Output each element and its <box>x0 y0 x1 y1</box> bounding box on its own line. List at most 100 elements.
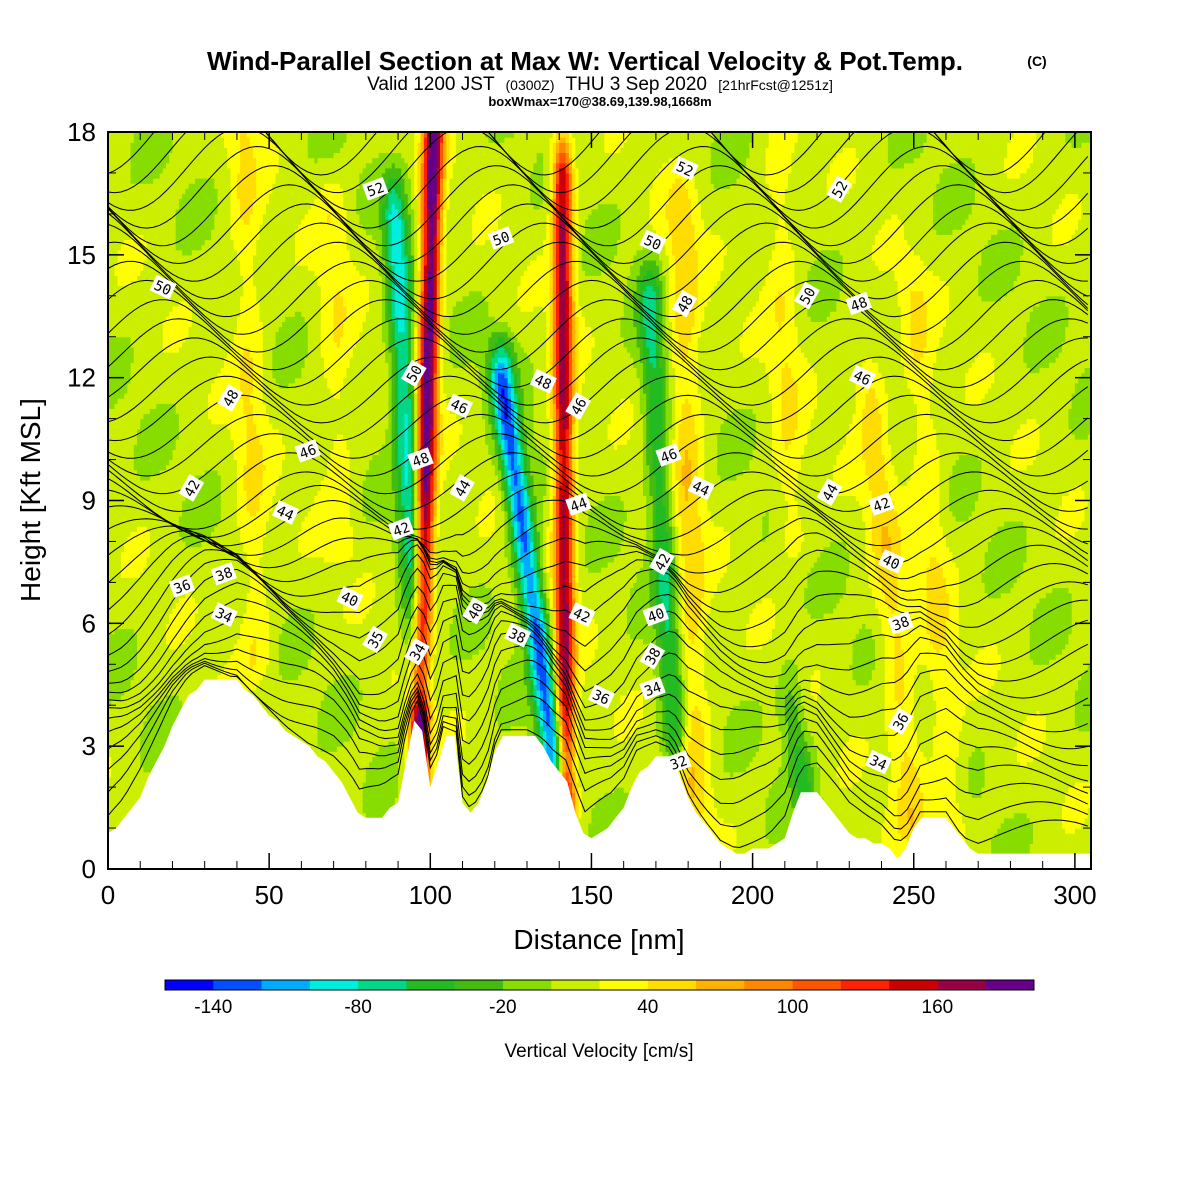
velocity-cell <box>1078 198 1082 220</box>
velocity-cell <box>942 536 947 578</box>
velocity-cell <box>987 239 992 302</box>
velocity-cell <box>675 674 680 737</box>
velocity-cell <box>185 592 190 640</box>
velocity-cell <box>459 597 464 660</box>
velocity-cell <box>717 526 721 583</box>
velocity-cell <box>813 561 818 619</box>
velocity-cell <box>1036 602 1041 665</box>
velocity-cell <box>833 198 837 251</box>
velocity-cell <box>784 500 789 522</box>
velocity-cell <box>968 756 973 793</box>
velocity-cell <box>433 321 438 374</box>
velocity-cell <box>494 428 499 440</box>
velocity-cell <box>923 265 928 302</box>
velocity-cell <box>385 208 389 220</box>
velocity-cell <box>1081 520 1086 676</box>
contour-label-box <box>168 574 196 598</box>
contour-label: 46 <box>445 393 474 419</box>
velocity-cell <box>365 311 370 471</box>
velocity-cell <box>533 700 538 717</box>
velocity-cell <box>678 515 683 573</box>
velocity-cell <box>794 500 799 558</box>
velocity-cell <box>108 408 112 635</box>
velocity-cell <box>920 751 924 793</box>
velocity-cell <box>333 679 338 752</box>
velocity-cell <box>211 423 215 471</box>
velocity-cell <box>311 505 315 558</box>
velocity-cell <box>246 137 251 225</box>
velocity-cell <box>317 193 322 287</box>
velocity-cell <box>784 694 789 722</box>
velocity-cell <box>665 531 670 563</box>
velocity-cell <box>826 132 831 174</box>
velocity-cell <box>388 193 393 215</box>
velocity-cell <box>839 541 844 599</box>
velocity-cell <box>443 178 448 210</box>
velocity-cell <box>472 290 477 363</box>
velocity-cell <box>507 659 512 732</box>
velocity-cell <box>288 132 293 317</box>
velocity-cell <box>433 654 438 701</box>
contour-label-box <box>848 364 876 390</box>
velocity-cell <box>475 654 480 869</box>
velocity-cell <box>907 387 912 481</box>
velocity-cell <box>327 684 331 752</box>
velocity-cell <box>913 454 918 676</box>
theta-contour <box>108 530 1089 613</box>
contour-label-box <box>671 155 699 181</box>
velocity-cell <box>739 172 744 338</box>
velocity-cell <box>388 167 393 179</box>
velocity-cell <box>742 132 747 169</box>
velocity-cell <box>1029 761 1034 824</box>
velocity-cell <box>836 198 841 251</box>
velocity-cell <box>1007 229 1012 292</box>
velocity-cell <box>555 751 560 773</box>
velocity-cell <box>884 526 889 563</box>
velocity-cell <box>494 439 499 456</box>
velocity-cell <box>497 346 502 358</box>
velocity-cell <box>639 336 644 363</box>
velocity-cell <box>298 531 302 553</box>
contour-label-box <box>864 749 893 775</box>
velocity-cell <box>568 132 573 143</box>
velocity-cell <box>897 306 902 486</box>
velocity-cell <box>555 480 560 630</box>
velocity-cell <box>597 572 602 798</box>
velocity-cell <box>391 346 396 491</box>
velocity-cell <box>1065 132 1070 143</box>
velocity-cell <box>797 132 802 348</box>
velocity-cell <box>684 449 689 502</box>
velocity-cell <box>201 474 206 543</box>
velocity-cell <box>430 551 435 624</box>
velocity-cell <box>130 362 135 532</box>
velocity-cell <box>891 167 895 215</box>
velocity-cell <box>981 648 986 696</box>
velocity-cell <box>236 172 241 200</box>
velocity-cell <box>884 393 889 481</box>
velocity-cell <box>343 142 348 210</box>
velocity-cell <box>465 592 470 660</box>
velocity-cell <box>1023 336 1028 363</box>
velocity-cell <box>462 132 467 297</box>
velocity-cell <box>523 490 528 507</box>
velocity-cell <box>1003 592 1008 819</box>
velocity-cell <box>552 142 557 164</box>
velocity-cell <box>1074 132 1079 148</box>
velocity-cell <box>971 751 976 798</box>
velocity-cell <box>423 623 428 665</box>
velocity-cell <box>510 526 515 548</box>
velocity-cell <box>1003 295 1008 522</box>
velocity-cell <box>652 244 657 261</box>
velocity-cell <box>243 490 248 553</box>
velocity-cell <box>862 132 866 363</box>
velocity-cell <box>369 459 373 522</box>
velocity-cell <box>733 771 738 829</box>
velocity-cell <box>871 387 876 553</box>
velocity-cell <box>253 664 257 691</box>
velocity-cell <box>423 132 428 138</box>
velocity-cell <box>591 572 596 619</box>
velocity-cell <box>336 290 341 348</box>
velocity-cell <box>346 132 351 251</box>
velocity-cell <box>1052 659 1057 869</box>
velocity-cell <box>1058 295 1063 353</box>
